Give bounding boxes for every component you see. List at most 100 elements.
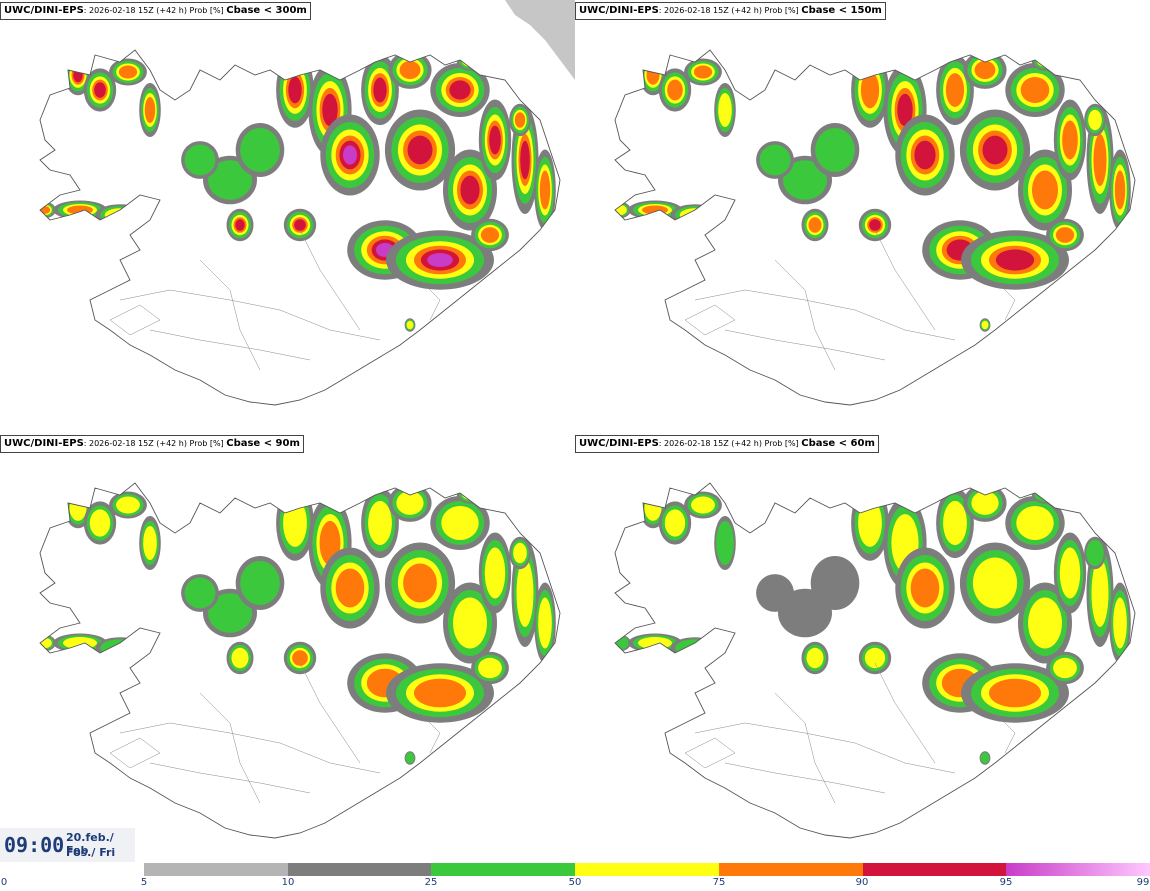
road-line: [109, 304, 161, 336]
road-line: [774, 259, 836, 371]
probability-contour: [396, 491, 424, 515]
probability-contour: [1091, 559, 1109, 627]
probability-contour: [240, 561, 280, 605]
road-line: [299, 662, 361, 764]
probability-contour: [897, 93, 913, 127]
probability-contour: [914, 140, 936, 170]
probability-contour: [40, 206, 51, 214]
valid-date: 20.feb./ Feb: [66, 831, 114, 857]
road-line: [109, 737, 161, 769]
road-line: [874, 662, 936, 764]
colorbar-segment: [287, 863, 432, 876]
probability-contour: [981, 320, 989, 330]
probability-contour: [288, 76, 302, 104]
probability-contour: [405, 752, 415, 764]
probability-contour: [989, 678, 1041, 708]
iceland-probability-map: [39, 0, 575, 406]
probability-contour: [910, 568, 940, 608]
probability-contour: [869, 219, 881, 231]
panel-title: UWC/DINI-EPS: 2026-02-18 15Z (+42 h) Pro…: [575, 2, 886, 20]
model-name: UWC/DINI-EPS: [4, 438, 84, 449]
probability-colorbar: [144, 863, 1150, 876]
coastline: [39, 49, 561, 406]
probability-contour: [231, 647, 249, 669]
probability-contour: [73, 67, 83, 83]
run-info: : 2026-02-18 15Z (+42 h) Prob [%]: [83, 439, 227, 448]
road-line: [774, 692, 836, 804]
colorbar-tick-label: 99: [1136, 877, 1150, 888]
probability-contour: [459, 484, 481, 502]
probability-contour: [116, 496, 140, 514]
colorbar-segment: [575, 863, 719, 876]
probability-contour: [94, 82, 106, 98]
probability-contour: [143, 526, 157, 560]
probability-contour: [144, 97, 156, 123]
probability-contour: [806, 647, 824, 669]
probability-contour: [538, 597, 552, 649]
probability-contour: [972, 557, 1018, 609]
probability-contour: [693, 65, 713, 79]
threshold-label: Cbase < 90m: [226, 438, 300, 449]
threshold-label: Cbase < 150m: [801, 5, 882, 16]
probability-contour: [995, 249, 1035, 271]
probability-contour: [427, 253, 453, 267]
probability-contour: [1113, 597, 1127, 649]
coastline: [614, 49, 1136, 406]
probability-contour: [539, 170, 551, 210]
probability-contour: [864, 647, 886, 669]
panel-bottom-left: UWC/DINI-EPS: 2026-02-18 15Z (+42 h) Pro…: [0, 433, 575, 863]
road-line: [994, 279, 1016, 321]
coastline: [614, 482, 1136, 839]
probability-contour: [646, 65, 660, 85]
probability-contour: [69, 495, 87, 521]
probability-contour: [283, 499, 307, 547]
colorbar-tick-label: 5: [140, 877, 148, 888]
probability-contour: [971, 491, 999, 515]
probability-contour: [718, 93, 732, 127]
run-info: : 2026-02-18 15Z (+42 h) Prob [%]: [658, 6, 802, 15]
probability-contour: [1034, 484, 1056, 502]
probability-contour: [453, 597, 487, 649]
road-line: [724, 762, 886, 794]
probability-contour: [343, 145, 357, 165]
road-line: [874, 229, 936, 331]
probability-contour: [1055, 227, 1075, 243]
probability-contour: [1016, 506, 1054, 540]
road-line: [994, 712, 1016, 754]
probability-contour: [184, 144, 216, 176]
probability-contour: [403, 563, 437, 603]
probability-contour: [759, 144, 791, 176]
probability-contour: [89, 509, 111, 537]
model-name: UWC/DINI-EPS: [579, 438, 659, 449]
coastline: [39, 482, 561, 839]
probability-contour: [514, 112, 526, 128]
probability-contour: [184, 577, 216, 609]
road-line: [684, 737, 736, 769]
probability-contour: [1020, 77, 1050, 103]
probability-contour: [240, 128, 280, 172]
probability-contour: [484, 547, 506, 599]
probability-contour: [459, 51, 481, 69]
probability-contour: [373, 77, 387, 103]
panel-top-left: UWC/DINI-EPS: 2026-02-18 15Z (+42 h) Pro…: [0, 0, 575, 430]
probability-contour: [292, 650, 308, 666]
probability-contour: [858, 499, 882, 547]
colorbar-segment: [1006, 863, 1150, 876]
road-line: [119, 722, 381, 774]
probability-contour: [322, 93, 338, 127]
probability-contour: [1036, 53, 1054, 67]
colorbar-segment: [431, 863, 576, 876]
road-line: [684, 304, 736, 336]
probability-contour: [860, 71, 880, 109]
probability-contour: [480, 227, 500, 243]
probability-contour: [294, 219, 306, 231]
probability-contour: [513, 542, 527, 564]
colorbar-tick-label: 75: [712, 877, 726, 888]
probability-contour: [399, 60, 421, 80]
probability-contour: [478, 657, 502, 679]
road-line: [199, 692, 261, 804]
panel-title: UWC/DINI-EPS: 2026-02-18 15Z (+42 h) Pro…: [0, 2, 311, 20]
road-line: [149, 762, 311, 794]
panel-title: UWC/DINI-EPS: 2026-02-18 15Z (+42 h) Pro…: [575, 435, 879, 453]
probability-contour: [449, 80, 471, 100]
